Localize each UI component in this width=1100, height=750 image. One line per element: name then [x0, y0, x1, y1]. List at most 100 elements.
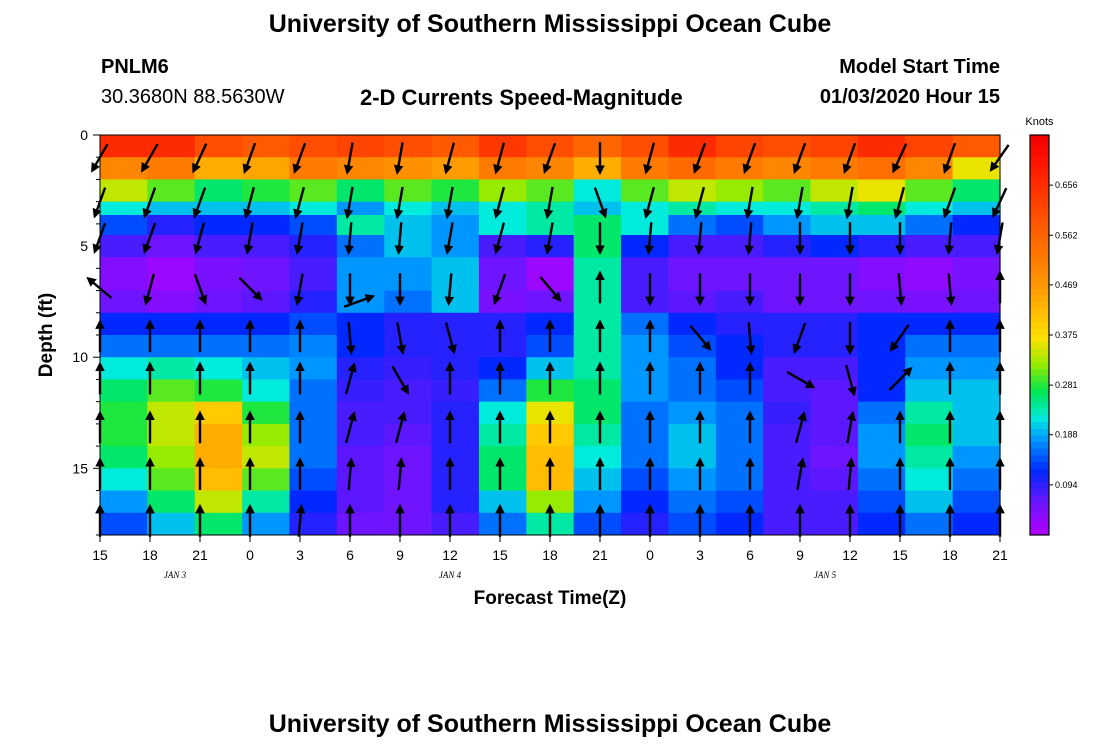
heatmap-cell — [478, 235, 527, 258]
heatmap-cell — [242, 335, 291, 358]
heatmap-cell — [242, 179, 291, 203]
heatmap-cell — [526, 157, 575, 180]
colorbar-segment — [1030, 228, 1049, 236]
heatmap-cell — [715, 423, 764, 447]
heatmap-cell — [621, 335, 670, 358]
heatmap-cell — [242, 215, 291, 236]
current-vector — [391, 365, 409, 395]
heatmap-cell — [289, 423, 338, 447]
current-vector — [141, 143, 159, 173]
heatmap-cell — [336, 215, 385, 236]
heatmap-cell — [100, 446, 148, 469]
colorbar-segment — [1030, 528, 1049, 536]
current-vector — [344, 222, 355, 256]
colorbar-segment — [1030, 348, 1049, 356]
current-vector — [745, 322, 756, 356]
heatmap-cell — [242, 201, 291, 216]
heatmap-cell — [810, 157, 859, 180]
colorbar-segment — [1030, 168, 1049, 176]
heatmap-cell — [621, 512, 670, 536]
colorbar-segment — [1030, 141, 1049, 149]
heatmap-cell — [194, 179, 243, 203]
heatmap-cell — [573, 215, 622, 236]
heatmap-cell — [668, 257, 717, 291]
current-vector — [192, 143, 208, 174]
heatmap-cell — [100, 257, 148, 291]
current-vector — [396, 322, 407, 355]
heatmap-cell — [810, 512, 859, 536]
heatmap-cell — [763, 423, 812, 447]
heatmap-cell — [715, 215, 764, 236]
heatmap-cell — [384, 290, 433, 314]
heatmap-cell — [289, 135, 338, 158]
x-tick-label: 6 — [746, 547, 754, 563]
heatmap-cell — [763, 379, 812, 403]
heatmap-cell — [621, 401, 670, 425]
heatmap-cell — [194, 257, 243, 291]
heatmap-cell — [478, 157, 527, 180]
current-vector — [845, 457, 856, 491]
heatmap-cell — [668, 379, 717, 403]
heatmap-cell — [431, 257, 480, 291]
current-vector — [693, 186, 706, 219]
current-vector — [444, 322, 457, 355]
colorbar-segment — [1030, 208, 1049, 216]
heatmap-cell — [715, 468, 764, 491]
heatmap-cell — [478, 379, 527, 403]
colorbar-segment — [1030, 388, 1049, 396]
heatmap-cell — [100, 468, 148, 491]
heatmap-cell — [905, 335, 954, 358]
heatmap-cell — [715, 446, 764, 469]
heatmap-cell — [384, 446, 433, 469]
colorbar-segment — [1030, 201, 1049, 209]
current-vector — [243, 186, 256, 219]
heatmap-cell — [857, 179, 906, 203]
heatmap-cell — [668, 468, 717, 491]
model-start-label: Model Start Time — [839, 56, 1000, 78]
heatmap-cell — [147, 468, 196, 491]
heatmap-cell — [431, 512, 480, 536]
current-vector — [193, 273, 208, 306]
heatmap-cell — [242, 135, 291, 158]
colorbar-segment — [1030, 261, 1049, 269]
heatmap-cell — [336, 401, 385, 425]
current-vector — [944, 222, 955, 256]
heatmap-cell — [100, 157, 148, 180]
heatmap-cell — [526, 215, 575, 236]
colorbar-segment — [1030, 381, 1049, 389]
heatmap-cell — [100, 379, 148, 403]
colorbar-segment — [1030, 448, 1049, 456]
heatmap-cell — [147, 446, 196, 469]
current-vector — [343, 294, 376, 308]
heatmap-cell — [905, 235, 954, 258]
heatmap-cell — [952, 312, 1001, 336]
current-vector — [942, 187, 957, 219]
heatmap-cell — [621, 215, 670, 236]
heatmap-cell — [289, 357, 338, 380]
x-tick-label: 12 — [842, 547, 858, 563]
y-tick-label: 5 — [80, 238, 88, 254]
current-vector — [395, 457, 406, 491]
current-vector — [844, 364, 857, 397]
heatmap-cell — [810, 135, 859, 158]
heatmap-cell — [384, 335, 433, 358]
heatmap-cell — [289, 157, 338, 180]
heatmap-cell — [289, 446, 338, 469]
station-coordinates: 30.3680N 88.5630W — [101, 86, 285, 108]
heatmap-cell — [289, 335, 338, 358]
heatmap-cell — [573, 157, 622, 180]
current-vector — [743, 186, 754, 220]
current-vector — [643, 142, 656, 175]
current-vector — [493, 142, 506, 175]
heatmap-cell — [857, 379, 906, 403]
heatmap-cell — [194, 335, 243, 358]
heatmap-cell — [952, 401, 1001, 425]
heatmap-cell — [573, 468, 622, 491]
heatmap-cell — [384, 215, 433, 236]
colorbar-tick-label: 0.469 — [1055, 280, 1078, 290]
current-vector — [242, 142, 257, 175]
heatmap-cell — [857, 446, 906, 469]
heatmap-cell — [384, 235, 433, 258]
current-vector — [443, 222, 454, 255]
heatmap-cell — [336, 235, 385, 258]
